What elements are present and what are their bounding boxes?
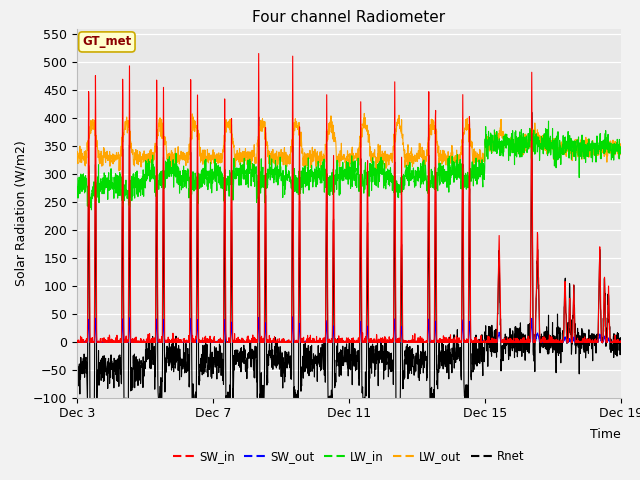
SW_out xyxy=(74,339,81,345)
LW_in xyxy=(73,175,81,181)
LW_out xyxy=(360,110,368,116)
SW_in xyxy=(543,339,551,345)
Rnet xyxy=(513,346,520,351)
LW_out xyxy=(610,146,618,152)
Rnet xyxy=(528,109,536,115)
LW_out xyxy=(617,146,625,152)
LW_in xyxy=(381,176,389,181)
LW_out xyxy=(513,147,521,153)
Title: Four channel Radiometer: Four channel Radiometer xyxy=(252,10,445,25)
LW_out xyxy=(544,141,552,147)
SW_out xyxy=(617,339,625,345)
SW_out xyxy=(127,339,135,345)
LW_in xyxy=(610,143,618,148)
SW_in xyxy=(255,50,262,56)
SW_out xyxy=(73,338,81,344)
LW_in xyxy=(617,145,625,151)
LW_out xyxy=(244,159,252,165)
SW_out xyxy=(382,339,390,345)
SW_in xyxy=(609,339,617,345)
SW_in xyxy=(381,339,389,345)
SW_in xyxy=(513,339,520,345)
Line: LW_out: LW_out xyxy=(77,113,621,171)
Line: SW_in: SW_in xyxy=(77,53,621,342)
LW_out xyxy=(127,145,135,151)
Rnet xyxy=(245,349,253,355)
Text: GT_met: GT_met xyxy=(82,36,131,48)
SW_out xyxy=(245,339,253,345)
SW_out xyxy=(513,339,521,345)
LW_in xyxy=(245,168,253,173)
LW_in xyxy=(545,118,552,124)
SW_in xyxy=(73,339,81,345)
Rnet xyxy=(88,417,95,422)
Rnet xyxy=(381,366,389,372)
SW_out xyxy=(289,314,296,320)
Rnet xyxy=(73,362,81,368)
SW_in xyxy=(617,339,625,345)
SW_in xyxy=(244,339,252,345)
Line: LW_in: LW_in xyxy=(77,121,621,210)
Rnet xyxy=(610,333,618,339)
Rnet xyxy=(127,383,135,389)
LW_out xyxy=(382,157,390,163)
SW_out xyxy=(544,339,552,345)
LW_in xyxy=(127,183,135,189)
SW_in xyxy=(127,339,135,345)
Text: Time: Time xyxy=(590,428,621,441)
Line: SW_out: SW_out xyxy=(77,317,621,342)
LW_in xyxy=(513,154,520,160)
Legend: SW_in, SW_out, LW_in, LW_out, Rnet: SW_in, SW_out, LW_in, LW_out, Rnet xyxy=(168,445,529,468)
LW_in xyxy=(543,144,551,150)
Y-axis label: Solar Radiation (W/m2): Solar Radiation (W/m2) xyxy=(14,141,27,287)
LW_out xyxy=(73,152,81,157)
Line: Rnet: Rnet xyxy=(77,112,621,420)
SW_out xyxy=(610,339,618,345)
LW_in xyxy=(88,207,95,213)
Rnet xyxy=(544,349,552,355)
LW_out xyxy=(346,168,353,174)
Rnet xyxy=(617,339,625,345)
